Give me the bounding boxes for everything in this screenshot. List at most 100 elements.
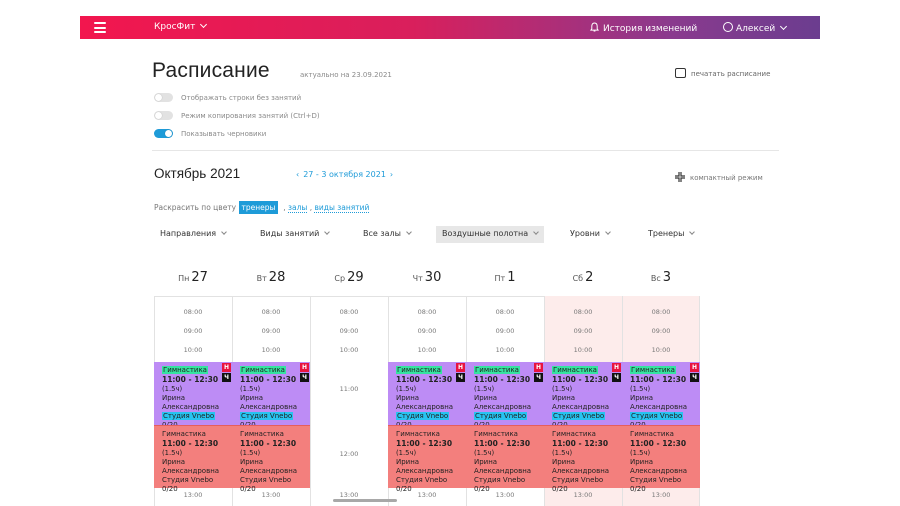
class-card[interactable]: Гимнастика 11:00 - 12:30 (1.5ч) Ирина Алекс… — [232, 362, 310, 429]
toggle-drafts: Показывать черновики — [154, 127, 266, 138]
horizontal-scrollbar[interactable] — [333, 499, 397, 502]
time-label: 09:00 — [495, 327, 515, 335]
class-card[interactable]: Гимнастика 11:00 - 12:30 (1.5ч) Ирина Алекс… — [622, 362, 700, 429]
toggle-switch[interactable] — [154, 111, 173, 120]
filter-aerial-silks[interactable]: Воздушные полотна — [436, 226, 545, 243]
time-label: 08:00 — [261, 308, 281, 316]
class-duration: (1.5ч) — [630, 385, 651, 393]
class-duration: (1.5ч) — [162, 385, 183, 393]
filter-levels[interactable]: Уровни — [564, 226, 616, 243]
class-name: Гимнастика — [396, 430, 440, 438]
time-label: 13:00 — [339, 491, 359, 499]
history-button[interactable]: История изменений — [590, 21, 697, 34]
print-label: печатать расписание — [691, 70, 771, 78]
day-name: Вс — [650, 274, 661, 283]
class-time: 11:00 - 12:30 — [396, 439, 453, 448]
day-date: 2 — [585, 270, 594, 285]
color-by-halls[interactable]: залы — [288, 203, 308, 213]
trainer-last-name: Александровна — [240, 467, 298, 475]
badge-new: Н — [612, 363, 621, 372]
class-card[interactable]: Гимнастика 11:00 - 12:30 (1.5ч) Ирина Алекс… — [154, 362, 232, 429]
badge-draft: Ч — [612, 373, 621, 382]
studio-name: Студия Vnebo — [552, 412, 606, 420]
toggle-copy-mode: Режим копирования занятий (Ctrl+D) — [154, 109, 320, 120]
trainer-first-name: Ирина — [552, 394, 576, 402]
hamburger-icon[interactable] — [94, 22, 106, 33]
trainer-first-name: Ирина — [240, 394, 264, 402]
day-date: 27 — [191, 270, 208, 285]
divider — [152, 150, 779, 151]
color-by-types[interactable]: виды занятий — [314, 203, 370, 213]
day-date: 30 — [424, 270, 442, 285]
class-card[interactable]: Гимнастика 11:00 - 12:30 (1.5ч) Ирина Алекс… — [388, 425, 466, 493]
color-by: Раскрасить по цвету тренеры , залы , вид… — [154, 201, 370, 214]
time-label: 09:00 — [261, 327, 281, 335]
studio-name: Студия Vnebo — [162, 476, 214, 484]
class-card[interactable]: Гимнастика 11:00 - 12:30 (1.5ч) Ирина Алекс… — [466, 362, 544, 429]
class-time: 11:00 - 12:30 — [240, 375, 297, 384]
class-card[interactable]: Гимнастика 11:00 - 12:30 (1.5ч) Ирина Алекс… — [232, 425, 310, 493]
day-name: Сб — [572, 274, 584, 283]
studio-name: Студия Vnebo — [630, 412, 684, 420]
attendance-count: 0/20 — [396, 485, 412, 493]
filter-label: Направления — [160, 229, 217, 238]
class-card[interactable]: Гимнастика 11:00 - 12:30 (1.5ч) Ирина Алекс… — [544, 362, 622, 429]
toggle-empty-rows: Отображать строки без занятий — [154, 91, 301, 102]
trainer-first-name: Ирина — [396, 458, 420, 466]
time-label: 08:00 — [495, 308, 515, 316]
chevron-down-icon — [533, 229, 540, 235]
toggle-switch[interactable] — [154, 93, 173, 102]
day-name: Вт — [256, 274, 267, 283]
class-card[interactable]: Гимнастика 11:00 - 12:30 (1.5ч) Ирина Алекс… — [154, 425, 232, 493]
class-name: Гимнастика — [552, 366, 598, 374]
filter-class-types[interactable]: Виды занятий — [254, 226, 335, 243]
print-button[interactable]: печатать расписание — [675, 66, 770, 78]
class-card[interactable]: Гимнастика 11:00 - 12:30 (1.5ч) Ирина Алекс… — [622, 425, 700, 493]
trainer-last-name: Александровна — [474, 403, 532, 411]
filter-label: Виды занятий — [260, 229, 320, 238]
chevron-right-icon[interactable]: › — [389, 170, 394, 179]
filter-trainers[interactable]: Тренеры — [642, 226, 700, 243]
time-label: 10:00 — [573, 346, 593, 354]
day-name: Пт — [494, 274, 506, 283]
chevron-left-icon[interactable]: ‹ — [296, 170, 300, 179]
week-range[interactable]: 27 - 3 октября 2021 — [303, 170, 386, 179]
trainer-first-name: Ирина — [162, 458, 186, 466]
compress-icon — [675, 172, 685, 182]
class-time: 11:00 - 12:30 — [552, 375, 609, 384]
class-card[interactable]: Гимнастика 11:00 - 12:30 (1.5ч) Ирина Алекс… — [466, 425, 544, 493]
brand-dropdown[interactable]: КросФит — [154, 20, 208, 32]
user-menu[interactable]: Алексей — [723, 21, 788, 34]
class-duration: (1.5ч) — [474, 449, 495, 457]
color-by-trainers[interactable]: тренеры — [238, 201, 279, 214]
class-time: 11:00 - 12:30 — [162, 439, 219, 448]
class-name: Гимнастика — [630, 366, 676, 374]
class-name: Гимнастика — [474, 430, 518, 438]
day-header-tue: Вт 28 — [232, 266, 310, 285]
class-duration: (1.5ч) — [240, 449, 261, 457]
toggle-label: Отображать строки без занятий — [181, 94, 302, 102]
chevron-down-icon — [324, 229, 331, 235]
class-card[interactable]: Гимнастика 11:00 - 12:30 (1.5ч) Ирина Алекс… — [544, 425, 622, 493]
time-label: 09:00 — [417, 327, 437, 335]
trainer-first-name: Ирина — [552, 458, 576, 466]
badge-draft: Ч — [690, 373, 699, 382]
compact-mode-button[interactable]: компактный режим — [675, 170, 763, 182]
chevron-down-icon — [221, 229, 227, 235]
filter-halls[interactable]: Все залы — [357, 226, 417, 243]
toggle-switch[interactable] — [154, 129, 173, 138]
time-label: 13:00 — [495, 491, 515, 499]
time-label: 10:00 — [339, 346, 359, 354]
class-name: Гимнастика — [396, 366, 442, 374]
filter-directions[interactable]: Направления — [154, 226, 232, 243]
filter-label: Все залы — [363, 229, 401, 238]
attendance-count: 0/20 — [474, 485, 490, 493]
time-label: 13:00 — [651, 491, 671, 499]
class-name: Гимнастика — [240, 430, 284, 438]
week-navigation: ‹ 27 - 3 октября 2021 › — [292, 170, 397, 179]
class-card[interactable]: Гимнастика 11:00 - 12:30 (1.5ч) Ирина Алекс… — [388, 362, 466, 429]
studio-name: Студия Vnebo — [396, 412, 450, 420]
day-date: 1 — [507, 270, 516, 285]
time-label: 10:00 — [651, 346, 671, 354]
trainer-last-name: Александровна — [630, 467, 688, 475]
